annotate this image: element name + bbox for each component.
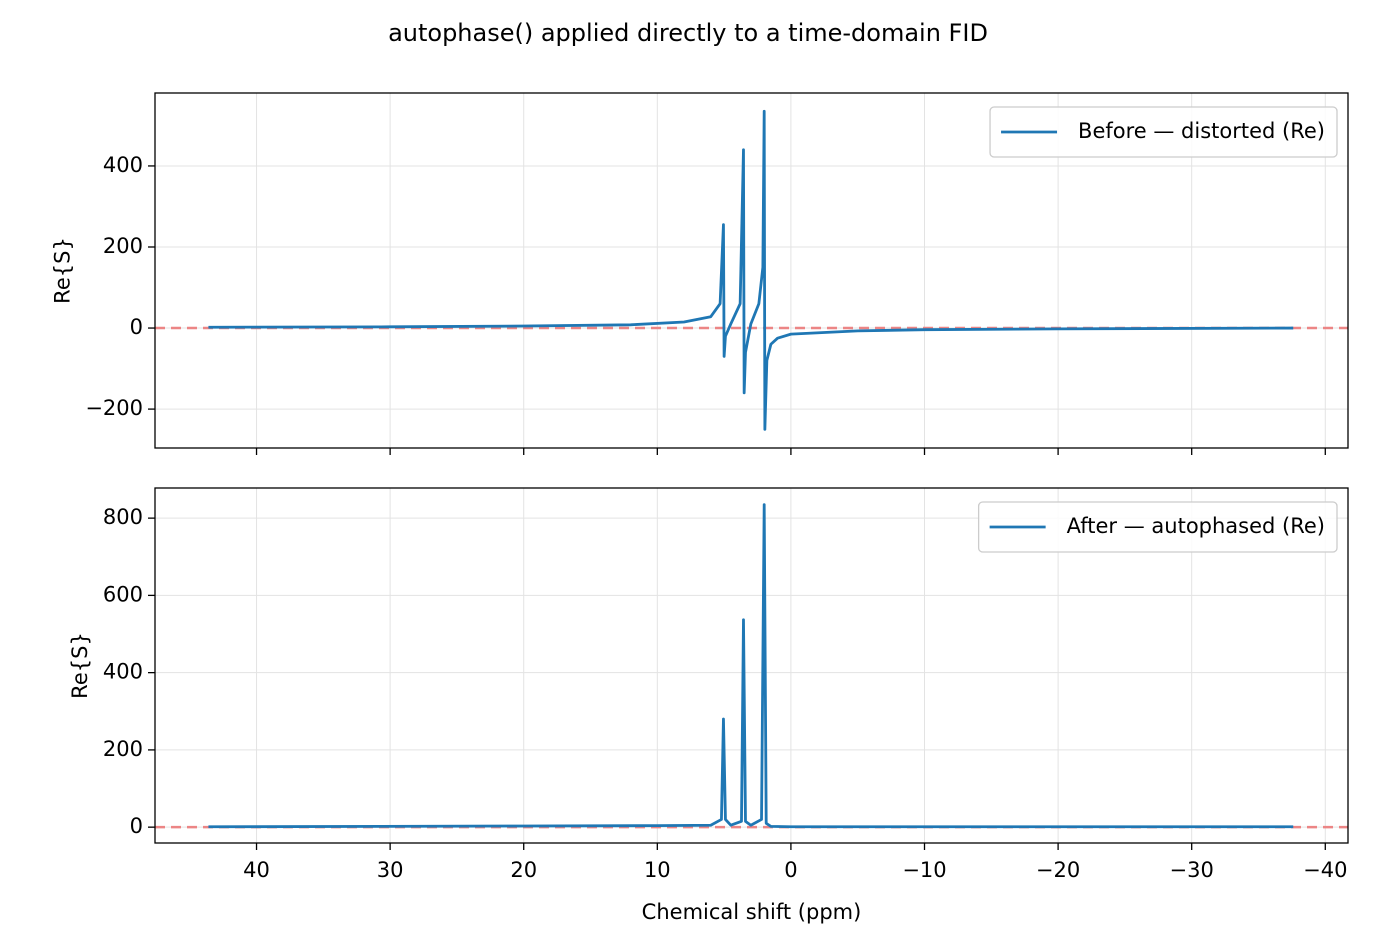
y-tick-label: 200 (103, 234, 143, 258)
y-tick-label: 0 (130, 814, 143, 838)
x-axis-label: Chemical shift (ppm) (642, 900, 862, 924)
axes-frame (154, 92, 1349, 449)
y-axis-label: Re{S} (68, 632, 92, 699)
data-line (208, 109, 1294, 431)
y-tick-label: 800 (103, 505, 143, 529)
x-tick-label: −20 (1036, 858, 1080, 882)
legend: Before — distorted (Re) (989, 106, 1338, 158)
y-tick-label: 400 (103, 660, 143, 684)
y-axis-label: Re{S} (50, 237, 74, 304)
x-tick-label: −30 (1170, 858, 1214, 882)
x-tick-label: 30 (377, 858, 404, 882)
y-tick-label: 200 (103, 737, 143, 761)
x-tick-label: 10 (644, 858, 671, 882)
y-tick-label: 600 (103, 582, 143, 606)
axes-frame (154, 487, 1349, 844)
figure-title: autophase() applied directly to a time-d… (388, 19, 988, 47)
legend: After — autophased (Re) (977, 501, 1338, 553)
legend-label: After — autophased (Re) (1067, 514, 1325, 538)
y-tick-label: −200 (85, 396, 143, 420)
y-tick-label: 0 (130, 315, 143, 339)
x-tick-label: −40 (1303, 858, 1347, 882)
legend-label: Before — distorted (Re) (1078, 119, 1325, 143)
x-tick-label: −10 (902, 858, 946, 882)
data-line (208, 503, 1294, 829)
x-tick-label: 40 (243, 858, 270, 882)
legend-box (989, 106, 1338, 158)
legend-box (977, 501, 1338, 553)
x-tick-label: 0 (784, 858, 797, 882)
x-tick-label: 20 (510, 858, 537, 882)
y-tick-label: 400 (103, 153, 143, 177)
